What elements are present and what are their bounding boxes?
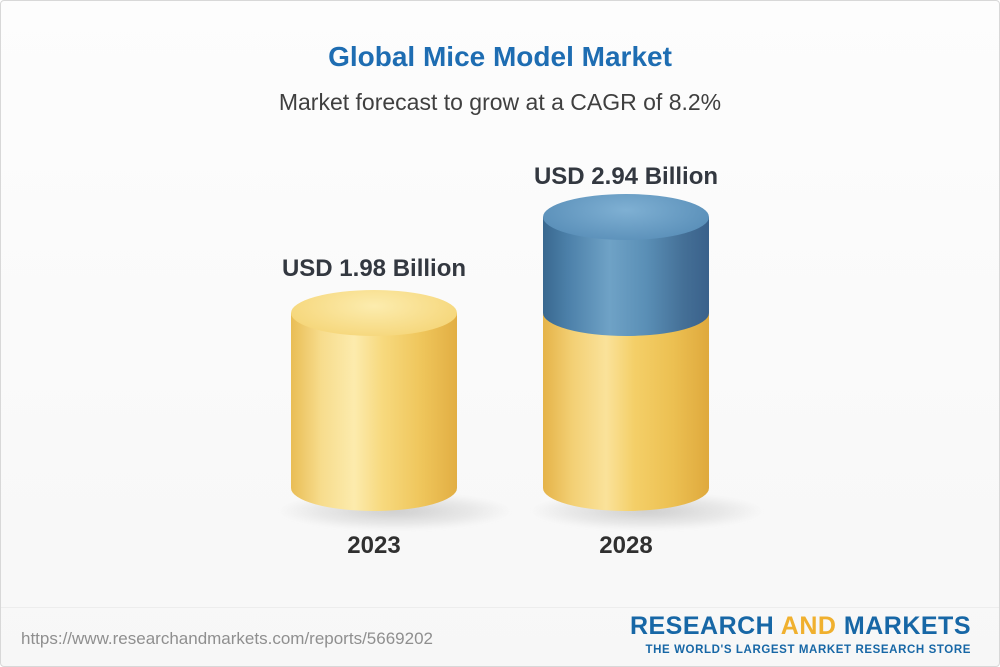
logo-word-and: AND <box>780 612 837 640</box>
category-label-2023: 2023 <box>347 532 401 559</box>
chart-title: Global Mice Model Market <box>328 41 672 72</box>
footer: https://www.researchandmarkets.com/repor… <box>1 607 999 666</box>
bar-2028-segment-base <box>543 313 709 511</box>
logo-word-research: RESEARCH <box>629 612 775 640</box>
bar-2028-top-cap <box>543 194 709 240</box>
value-label-2028: USD 2.94 Billion <box>533 163 719 190</box>
bar-2023 <box>291 290 457 511</box>
research-and-markets-logo: RESEARCH AND MARKETS THE WORLD'S LARGEST… <box>630 612 971 656</box>
chart-subtitle: Market forecast to grow at a CAGR of 8.2… <box>278 89 722 115</box>
bar-2023-top-cap <box>291 290 457 336</box>
logo-word-markets: MARKETS <box>843 612 971 640</box>
report-url: https://www.researchandmarkets.com/repor… <box>21 629 433 648</box>
logo-tagline: THE WORLD'S LARGEST MARKET RESEARCH STOR… <box>645 644 971 656</box>
bar-2028 <box>543 194 709 511</box>
logo-wordmark: RESEARCH AND MARKETS <box>630 612 971 641</box>
category-label-2028: 2028 <box>599 532 653 559</box>
value-label-2023: USD 1.98 Billion <box>281 255 467 282</box>
bar-2023-segment-base <box>291 313 457 511</box>
